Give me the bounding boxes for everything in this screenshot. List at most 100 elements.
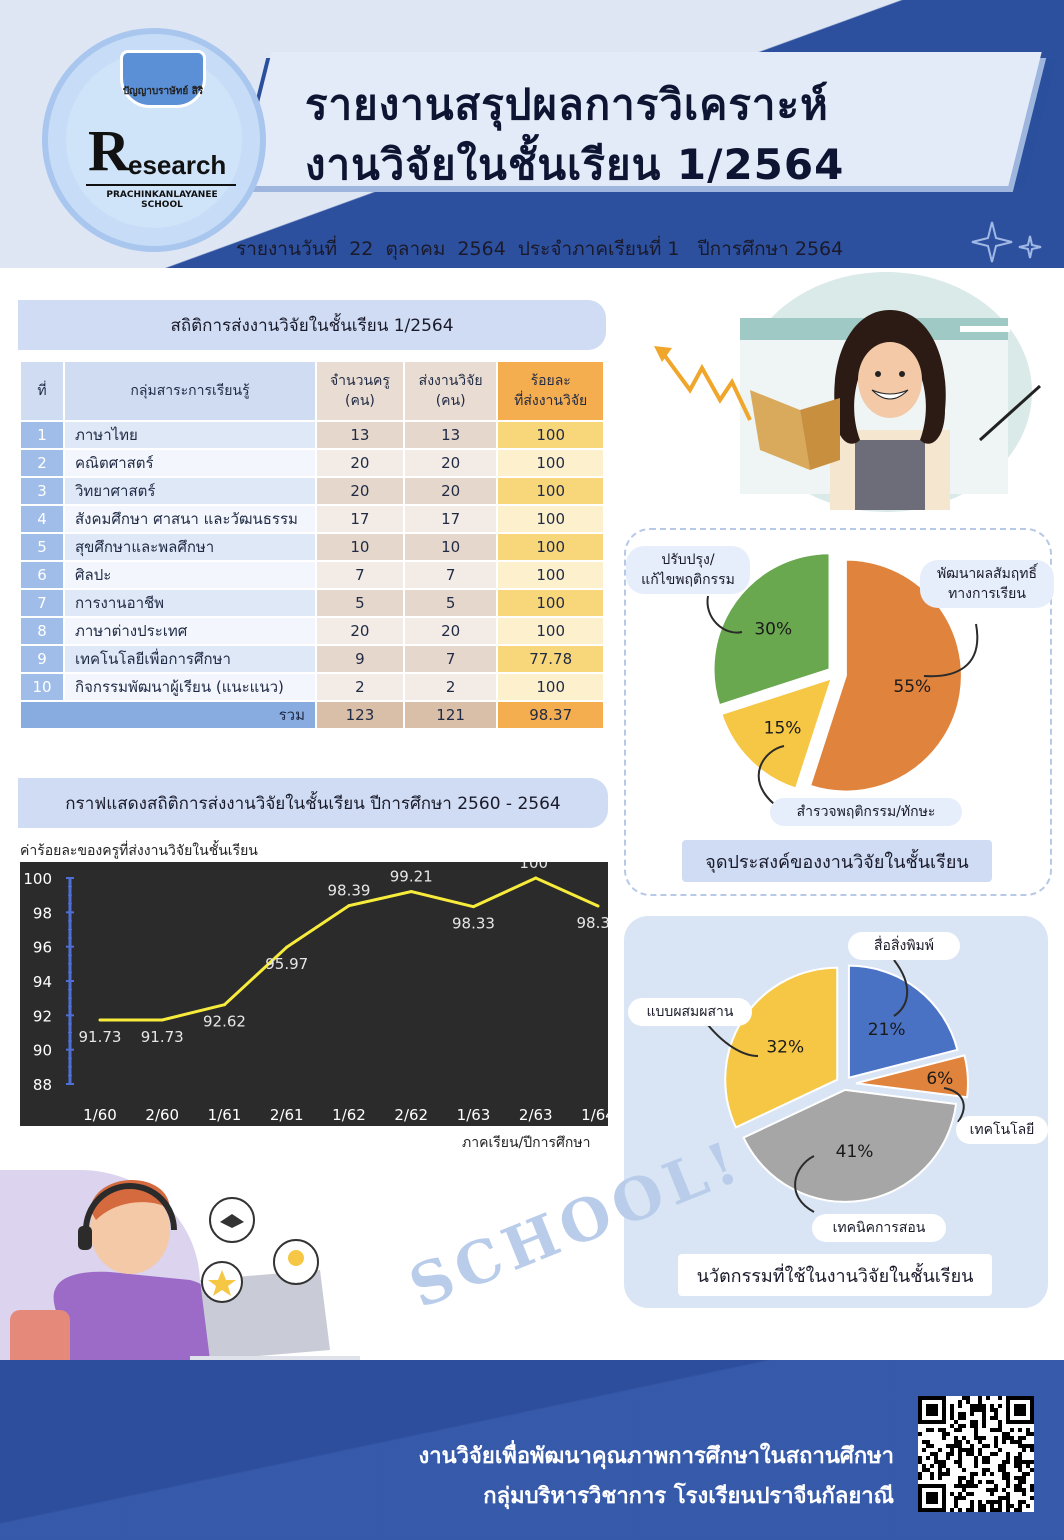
cell-percent: 100	[496, 504, 605, 534]
qr-module	[998, 1508, 1002, 1512]
qr-module	[958, 1456, 962, 1460]
qr-module	[966, 1452, 970, 1456]
qr-module	[942, 1436, 946, 1440]
qr-module	[958, 1464, 962, 1468]
qr-module	[990, 1492, 994, 1496]
cell-percent: 100	[496, 448, 605, 478]
qr-module	[1030, 1448, 1034, 1452]
qr-module	[958, 1440, 962, 1444]
qr-module	[978, 1448, 982, 1452]
x-tick-label: 1/63	[457, 1106, 491, 1124]
logo-divider	[86, 184, 236, 186]
qr-module	[966, 1396, 970, 1400]
qr-module	[938, 1464, 942, 1468]
qr-module	[958, 1492, 962, 1496]
cell-no: 1	[19, 420, 65, 450]
qr-module	[970, 1444, 974, 1448]
qr-module	[938, 1476, 942, 1480]
qr-module	[938, 1428, 942, 1432]
cell-percent: 100	[496, 588, 605, 618]
qr-module	[1006, 1480, 1010, 1484]
qr-module	[1018, 1428, 1022, 1432]
col-header-no: ที่	[19, 360, 65, 422]
data-label: 91.73	[79, 1028, 122, 1046]
qr-module	[990, 1472, 994, 1476]
qr-module	[1006, 1508, 1010, 1512]
qr-module	[1010, 1436, 1014, 1440]
pie-slice-label: 32%	[766, 1038, 804, 1058]
sparkle-icon	[971, 221, 1042, 263]
qr-module	[930, 1472, 934, 1476]
qr-module	[958, 1484, 962, 1488]
qr-module	[938, 1472, 942, 1476]
data-label: 98.37	[577, 914, 608, 932]
cell-teachers: 2	[315, 672, 405, 702]
qr-module	[982, 1444, 986, 1448]
data-label: 100	[519, 862, 548, 872]
qr-module	[1018, 1488, 1022, 1492]
qr-module	[994, 1416, 998, 1420]
pie-slice	[720, 676, 834, 790]
y-tick-label: 94	[33, 973, 52, 991]
qr-module	[930, 1428, 934, 1432]
qr-module	[986, 1500, 990, 1504]
qr-module	[1022, 1444, 1026, 1448]
qr-module	[990, 1480, 994, 1484]
qr-module	[950, 1508, 954, 1512]
qr-module	[946, 1468, 950, 1472]
qr-code-icon[interactable]	[918, 1396, 1034, 1512]
qr-module	[1030, 1496, 1034, 1500]
footer-line1: งานวิจัยเพื่อพัฒนาคุณภาพการศึกษาในสถานศึ…	[418, 1444, 894, 1469]
cell-percent: 100	[496, 476, 605, 506]
cell-percent: 77.78	[496, 644, 605, 674]
qr-module	[1010, 1428, 1014, 1432]
qr-module	[1022, 1500, 1026, 1504]
qr-module	[970, 1420, 974, 1424]
table-row: 7 การงานอาชีพ 5 5 100	[19, 588, 605, 618]
qr-module	[998, 1504, 1002, 1508]
qr-module	[962, 1468, 966, 1472]
callout-arrow	[943, 1087, 965, 1123]
data-label: 92.62	[203, 1013, 246, 1031]
qr-module	[1022, 1448, 1026, 1452]
qr-finder-core	[926, 1404, 938, 1416]
stats-section-title: สถิติการส่งงานวิจัยในชั้นเรียน 1/2564	[18, 300, 606, 350]
logo-emblem-text: ปัญญาบราษัทย์ สิริ	[122, 86, 204, 97]
qr-module	[1014, 1464, 1018, 1468]
cell-group: สุขศึกษาและพลศึกษา	[63, 532, 317, 562]
qr-module	[950, 1448, 954, 1452]
cell-teachers: 20	[315, 448, 405, 478]
qr-module	[1018, 1476, 1022, 1480]
qr-module	[1002, 1468, 1006, 1472]
qr-module	[1002, 1496, 1006, 1500]
cell-group: ภาษาต่างประเทศ	[63, 616, 317, 646]
pie-slice	[808, 558, 963, 793]
qr-module	[1018, 1504, 1022, 1508]
qr-module	[1014, 1484, 1018, 1488]
qr-module	[918, 1456, 922, 1460]
qr-module	[1018, 1452, 1022, 1456]
qr-module	[970, 1508, 974, 1512]
col-header-submitted: ส่งงานวิจัย (คน)	[402, 360, 499, 422]
qr-module	[930, 1444, 934, 1448]
cell-submitted: 20	[402, 476, 499, 506]
qr-module	[1026, 1504, 1030, 1508]
cell-teachers: 20	[315, 616, 405, 646]
cell-group: เทคโนโลยีเพื่อการศึกษา	[63, 644, 317, 674]
qr-module	[1026, 1460, 1030, 1464]
qr-module	[930, 1464, 934, 1468]
qr-module	[962, 1436, 966, 1440]
callout-improve-behavior-line2: แก้ไขพฤติกรรม	[641, 572, 735, 588]
qr-module	[938, 1468, 942, 1472]
x-tick-label: 1/62	[332, 1106, 366, 1124]
qr-module	[958, 1508, 962, 1512]
qr-module	[978, 1400, 982, 1404]
cell-teachers: 20	[315, 476, 405, 506]
qr-module	[970, 1452, 974, 1456]
qr-module	[922, 1464, 926, 1468]
qr-module	[1030, 1460, 1034, 1464]
qr-module	[926, 1468, 930, 1472]
line-chart: 88 90 92 94 96 98 100 91.73 1/60 91.73 2/60 92.62 1/…	[20, 862, 608, 1126]
y-tick-label: 92	[33, 1007, 52, 1025]
qr-finder-core	[926, 1492, 938, 1504]
